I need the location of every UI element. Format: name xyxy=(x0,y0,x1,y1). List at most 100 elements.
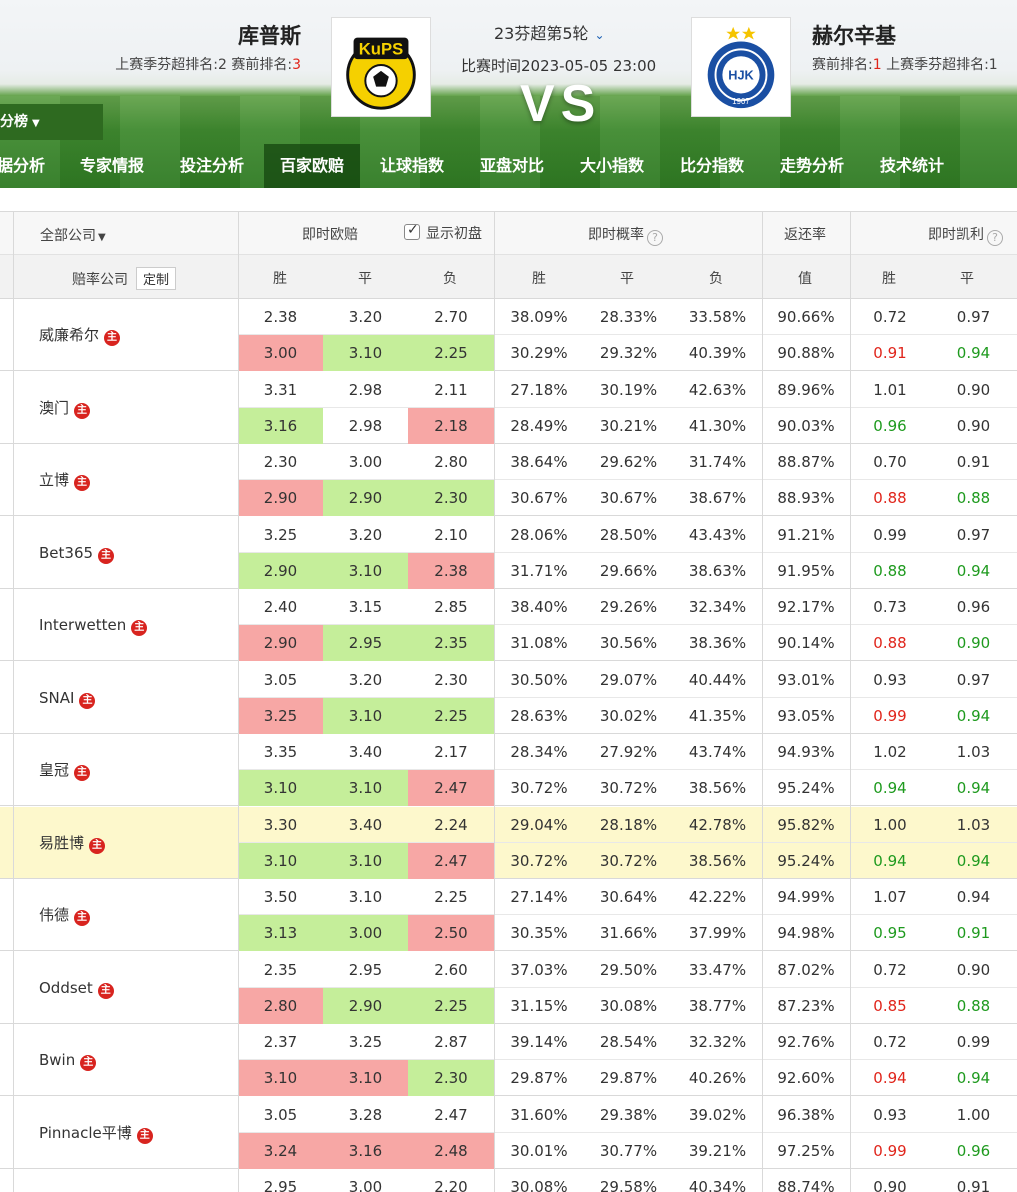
live-odds-win-cell[interactable]: 2.30 xyxy=(263,453,298,471)
company-name[interactable]: 威廉希尔主 xyxy=(39,299,121,371)
company-name[interactable]: 澳门主 xyxy=(39,372,91,444)
initial-odds-lose-cell[interactable]: 2.35 xyxy=(408,625,494,661)
initial-odds-draw-cell[interactable]: 2.90 xyxy=(323,480,408,516)
initial-odds-draw-cell[interactable]: 3.10 xyxy=(323,1060,408,1096)
company-name[interactable]: 立博主 xyxy=(39,444,91,516)
live-odds-draw-cell[interactable]: 3.15 xyxy=(348,598,383,616)
initial-odds-lose-cell[interactable]: 2.47 xyxy=(408,842,494,879)
live-odds-draw-cell[interactable]: 3.00 xyxy=(348,1178,383,1192)
live-odds-win-cell[interactable]: 3.05 xyxy=(263,1105,298,1124)
nav-tab[interactable]: 走势分析 xyxy=(779,156,844,175)
customize-button[interactable]: 定制 xyxy=(136,267,177,290)
all-companies-filter[interactable]: 全部公司 ▼ xyxy=(40,225,106,245)
initial-odds-lose-cell[interactable]: 2.38 xyxy=(408,552,494,589)
live-odds-draw-cell[interactable]: 3.10 xyxy=(348,888,383,906)
live-odds-lose-cell[interactable]: 2.85 xyxy=(434,598,468,616)
live-odds-lose-cell[interactable]: 2.60 xyxy=(434,960,468,979)
initial-odds-lose-cell[interactable]: 2.48 xyxy=(408,1132,494,1169)
live-odds-win-cell[interactable]: 2.35 xyxy=(263,960,298,979)
live-odds-win-cell[interactable]: 2.37 xyxy=(263,1033,298,1051)
live-odds-lose-cell[interactable]: 2.30 xyxy=(434,670,468,689)
live-odds-lose-cell[interactable]: 2.17 xyxy=(434,743,468,761)
initial-odds-win-cell[interactable]: 3.16 xyxy=(238,407,323,444)
live-odds-lose-cell[interactable]: 2.11 xyxy=(434,380,468,399)
company-name[interactable]: SNAI 主 xyxy=(39,662,96,734)
initial-odds-lose-cell[interactable]: 2.50 xyxy=(408,915,494,951)
live-odds-win-cell[interactable]: 3.35 xyxy=(263,743,298,761)
help-icon[interactable]: ? xyxy=(647,230,663,246)
live-odds-win-cell[interactable]: 3.31 xyxy=(263,380,298,399)
live-odds-win-cell[interactable]: 3.50 xyxy=(263,888,298,906)
company-name[interactable]: Interwetten 主 xyxy=(39,589,148,661)
company-name[interactable]: 易胜博主 xyxy=(39,807,106,879)
nav-tab[interactable]: 据分析 xyxy=(0,156,45,175)
live-odds-draw-cell[interactable]: 3.20 xyxy=(348,670,383,689)
initial-odds-lose-cell[interactable]: 2.47 xyxy=(408,770,494,806)
initial-odds-win-cell[interactable]: 2.90 xyxy=(238,480,323,516)
company-name[interactable]: Bwin 主 xyxy=(39,1024,97,1096)
live-odds-lose-cell[interactable]: 2.87 xyxy=(434,1033,468,1051)
company-name[interactable]: 伟德主 xyxy=(39,879,91,951)
home-team-name[interactable]: 库普斯 xyxy=(238,24,301,48)
initial-odds-win-cell[interactable]: 3.10 xyxy=(238,770,323,806)
nav-tab[interactable]: 百家欧赔 xyxy=(264,144,360,188)
live-odds-lose-cell[interactable]: 2.70 xyxy=(434,308,468,326)
live-odds-draw-cell[interactable]: 3.20 xyxy=(348,525,383,544)
nav-tab[interactable]: 让球指数 xyxy=(379,156,444,175)
initial-odds-draw-cell[interactable]: 2.98 xyxy=(348,416,383,435)
live-odds-lose-cell[interactable]: 2.25 xyxy=(434,888,468,906)
initial-odds-win-cell[interactable]: 2.90 xyxy=(238,552,323,589)
live-odds-draw-cell[interactable]: 2.95 xyxy=(348,960,383,979)
initial-odds-draw-cell[interactable]: 3.10 xyxy=(323,842,408,879)
live-odds-draw-cell[interactable]: 3.00 xyxy=(348,453,383,471)
initial-odds-win-cell[interactable]: 3.10 xyxy=(238,1060,323,1096)
company-name[interactable]: 皇冠主 xyxy=(39,734,91,806)
live-odds-draw-cell[interactable]: 2.98 xyxy=(348,380,383,399)
live-odds-lose-cell[interactable]: 2.10 xyxy=(434,525,468,544)
nav-tab[interactable]: 亚盘对比 xyxy=(479,156,544,175)
initial-odds-win-cell[interactable]: 3.10 xyxy=(238,842,323,879)
initial-odds-win-cell[interactable]: 3.13 xyxy=(238,915,323,951)
live-odds-draw-cell[interactable]: 3.25 xyxy=(348,1033,383,1051)
nav-tab[interactable]: 比分指数 xyxy=(679,156,744,175)
initial-odds-draw-cell[interactable]: 2.90 xyxy=(323,987,408,1024)
initial-odds-win-cell[interactable]: 3.24 xyxy=(238,1132,323,1169)
standings-dropdown[interactable]: 积分榜 ▼ xyxy=(0,104,103,140)
initial-odds-lose-cell[interactable]: 2.30 xyxy=(408,480,494,516)
home-team-logo[interactable]: KuPS xyxy=(331,17,431,117)
company-name[interactable]: Pinnacle平博主 xyxy=(39,1097,153,1169)
live-odds-lose-cell[interactable]: 2.80 xyxy=(434,453,468,471)
live-odds-draw-cell[interactable]: 3.40 xyxy=(348,743,383,761)
live-odds-lose-cell[interactable]: 2.47 xyxy=(434,1105,468,1124)
initial-odds-win-cell[interactable]: 3.00 xyxy=(238,335,323,371)
nav-tab[interactable]: 专家情报 xyxy=(79,156,144,175)
away-team-logo[interactable]: HJK 1907 xyxy=(691,17,791,117)
live-odds-draw-cell[interactable]: 3.28 xyxy=(348,1105,383,1124)
initial-odds-draw-cell[interactable]: 3.00 xyxy=(323,915,408,951)
initial-odds-draw-cell[interactable]: 3.10 xyxy=(323,770,408,806)
live-odds-win-cell[interactable]: 2.38 xyxy=(263,308,298,326)
nav-tab[interactable]: 投注分析 xyxy=(179,156,244,175)
initial-odds-win-cell[interactable]: 2.90 xyxy=(238,625,323,661)
company-name[interactable]: Bet365 主 xyxy=(39,517,115,589)
initial-odds-draw-cell[interactable]: 3.10 xyxy=(323,697,408,734)
live-odds-draw-cell[interactable]: 3.40 xyxy=(348,815,383,834)
live-odds-win-cell[interactable]: 2.95 xyxy=(263,1178,298,1192)
show-initial-toggle[interactable]: 显示初盘 xyxy=(404,222,482,243)
initial-odds-win-cell[interactable]: 2.80 xyxy=(238,987,323,1024)
checkbox-checked-icon[interactable] xyxy=(404,222,420,240)
initial-odds-lose-cell[interactable]: 2.25 xyxy=(408,987,494,1024)
company-name[interactable]: Oddset 主 xyxy=(39,952,114,1024)
away-team-name[interactable]: 赫尔辛基 xyxy=(812,24,896,48)
initial-odds-lose-cell[interactable]: 2.25 xyxy=(408,697,494,734)
initial-odds-draw-cell[interactable]: 3.10 xyxy=(323,552,408,589)
initial-odds-draw-cell[interactable]: 3.10 xyxy=(323,335,408,371)
live-odds-draw-cell[interactable]: 3.20 xyxy=(348,308,383,326)
live-odds-win-cell[interactable]: 3.05 xyxy=(263,670,298,689)
round-selector[interactable]: 23芬超第5轮 ⌄ xyxy=(494,20,605,44)
initial-odds-lose-cell[interactable]: 2.25 xyxy=(408,335,494,371)
nav-tab[interactable]: 大小指数 xyxy=(579,156,644,175)
initial-odds-lose-cell[interactable]: 2.30 xyxy=(408,1060,494,1096)
live-odds-lose-cell[interactable]: 2.24 xyxy=(434,815,468,834)
live-odds-win-cell[interactable]: 3.30 xyxy=(263,815,298,834)
